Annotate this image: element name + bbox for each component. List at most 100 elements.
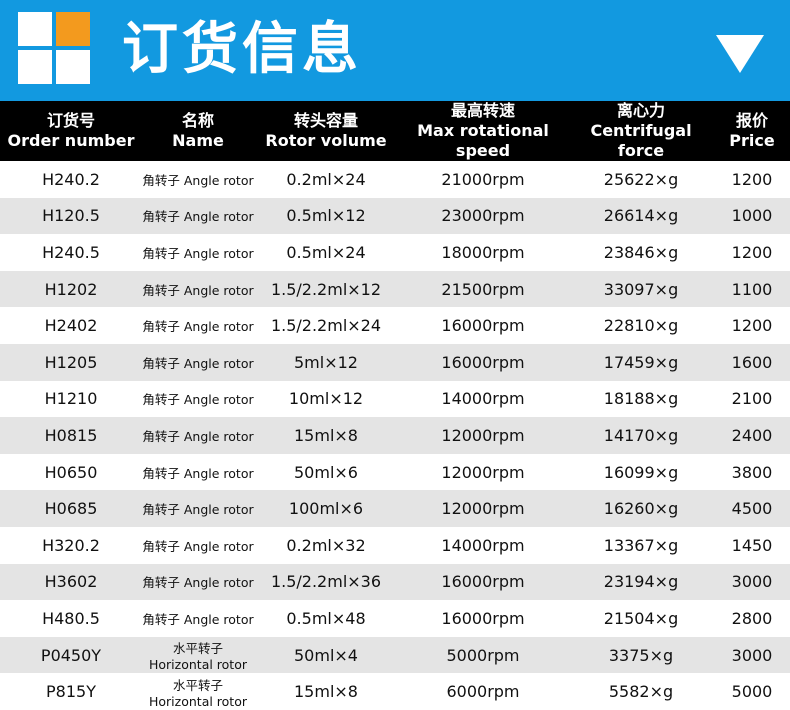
table-row: H0650 角转子 Angle rotor 50ml×6 12000rpm 16099×…	[0, 454, 790, 491]
table-cell: 21000rpm	[441, 169, 525, 189]
table-cell: 角转子 Angle rotor	[142, 245, 254, 261]
table-cell: 16099×g	[603, 462, 679, 482]
column-header: 名称 Name	[142, 101, 254, 161]
table-cell: H240.5	[42, 242, 100, 262]
table-cell: H480.5	[42, 608, 100, 628]
table-cell: 1200	[731, 242, 773, 262]
column-header-en: Order number	[7, 131, 135, 150]
table-cell: 16260×g	[568, 490, 714, 527]
column-header: 订货号 Order number	[0, 101, 142, 161]
column-header-zh: 名称	[181, 111, 214, 130]
column-header: 离心力 Centrifugal force	[568, 101, 714, 161]
column-header-zh: 转头容量	[293, 111, 358, 130]
table-cell: H120.5	[0, 197, 142, 235]
column-header-en: Rotor volume	[265, 131, 387, 150]
table-cell: 1.5/2.2ml×24	[270, 316, 382, 336]
table-cell: 角转子 Angle rotor	[142, 563, 254, 601]
table-cell: 1.5/2.2ml×12	[254, 270, 398, 308]
table-cell: 3375×g	[568, 636, 714, 674]
table-cell: H0650	[44, 462, 98, 482]
table-cell: 1200	[731, 316, 773, 336]
table-cell: 0.2ml×24	[286, 169, 366, 189]
table-cell: 50ml×6	[294, 462, 358, 482]
table-cell: 水平转子Horizontal rotor	[149, 677, 247, 709]
table-cell: 12000rpm	[441, 462, 525, 482]
table-cell: 16000rpm	[441, 316, 525, 336]
table-cell: 1200	[731, 169, 773, 189]
column-header: 转头容量 Rotor volume	[254, 101, 398, 161]
table-cell: 14000rpm	[441, 535, 525, 555]
column-header-zh: 订货号	[46, 111, 95, 130]
table-cell: H240.2	[42, 169, 100, 189]
order-table: 订货号 Order number 名称 Name 转头容量 Rotor volume 最高转…	[0, 101, 790, 710]
table-cell: 角转子 Angle rotor	[142, 319, 254, 335]
table-row: H1205 角转子 Angle rotor 5ml×12 16000rpm 17459×…	[0, 343, 790, 381]
table-cell: 16000rpm	[441, 608, 525, 628]
table-cell: 角转子 Angle rotor	[142, 490, 254, 527]
column-header-en: Max rotational speed	[417, 121, 549, 160]
table-cell: 角转子 Angle rotor	[142, 417, 254, 454]
table-row: P0450Y 水平转子Horizontal rotor 50ml×4 5000rpm 3…	[0, 636, 790, 674]
header-row: 订货号 Order number 名称 Name 转头容量 Rotor volume 最高转…	[0, 101, 790, 161]
table-row: H0685 角转子 Angle rotor 100ml×6 12000rpm 16260…	[0, 490, 790, 527]
table-cell: 18188×g	[603, 389, 679, 409]
table-cell: 1600	[714, 343, 790, 381]
table-cell: 14000rpm	[441, 389, 525, 409]
table-cell: 16000rpm	[398, 563, 568, 601]
table-cell: 50ml×4	[254, 636, 398, 674]
table-cell: 13367×g	[603, 535, 679, 555]
table-cell: 12000rpm	[398, 417, 568, 454]
table-cell: 角转子 Angle rotor	[142, 611, 254, 627]
table-cell: 26614×g	[568, 197, 714, 235]
table-cell: 5ml×12	[254, 343, 398, 381]
column-header: 报价 Price	[714, 101, 790, 161]
table-row: H320.2 角转子 Angle rotor 0.2ml×32 14000rpm 133…	[0, 527, 790, 564]
table-cell: 1.5/2.2ml×36	[254, 563, 398, 601]
table-body: H240.2 角转子 Angle rotor 0.2ml×24 21000rpm 256…	[0, 161, 790, 710]
table-cell: 3000	[714, 636, 790, 674]
table-cell: H0685	[0, 490, 142, 527]
table-cell: H3602	[0, 563, 142, 601]
table-cell: 角转子 Angle rotor	[142, 197, 254, 235]
table-row: P815Y 水平转子Horizontal rotor 15ml×8 6000rpm 55…	[0, 673, 790, 710]
table-cell: H1202	[0, 270, 142, 308]
logo-square	[56, 12, 90, 46]
column-header-en: Price	[729, 131, 775, 150]
table-row: H480.5 角转子 Angle rotor 0.5ml×48 16000rpm 215…	[0, 600, 790, 637]
table-cell: 2100	[731, 389, 773, 409]
table-cell: 14170×g	[568, 417, 714, 454]
table-cell: H0815	[0, 417, 142, 454]
table-cell: 水平转子Horizontal rotor	[142, 636, 254, 674]
table-cell: 25622×g	[603, 169, 679, 189]
logo-square	[56, 50, 90, 84]
table-row: H240.5 角转子 Angle rotor 0.5ml×24 18000rpm 238…	[0, 234, 790, 271]
table-cell: 16000rpm	[398, 343, 568, 381]
table-cell: 1100	[714, 270, 790, 308]
table-cell: 2800	[731, 608, 773, 628]
table-cell: 5582×g	[608, 682, 674, 702]
column-header-zh: 离心力	[616, 101, 665, 120]
column-header-en: Centrifugal force	[590, 121, 692, 160]
table-cell: 角转子 Angle rotor	[142, 392, 254, 408]
table-cell: 5000	[731, 682, 773, 702]
table-cell: 6000rpm	[446, 682, 520, 702]
table-row: H0815 角转子 Angle rotor 15ml×8 12000rpm 14170×…	[0, 417, 790, 454]
column-header-en: Name	[172, 131, 224, 150]
table-cell: P0450Y	[0, 636, 142, 674]
table-row: H120.5 角转子 Angle rotor 0.5ml×12 23000rpm 266…	[0, 197, 790, 235]
table-cell: 22810×g	[603, 316, 679, 336]
logo-square	[18, 12, 52, 46]
table-cell: 角转子 Angle rotor	[142, 343, 254, 381]
table-cell: H1205	[0, 343, 142, 381]
dropdown-arrow[interactable]	[716, 35, 764, 73]
column-header: 最高转速 Max rotational speed	[398, 101, 568, 161]
table-cell: 10ml×12	[288, 389, 364, 409]
table-cell: 角转子 Angle rotor	[142, 465, 254, 481]
table-cell: 0.5ml×24	[286, 242, 366, 262]
table-cell: H1210	[44, 389, 98, 409]
table-cell: 23000rpm	[398, 197, 568, 235]
table-cell: 18000rpm	[441, 242, 525, 262]
table-cell: 4500	[714, 490, 790, 527]
table-cell: 2400	[714, 417, 790, 454]
